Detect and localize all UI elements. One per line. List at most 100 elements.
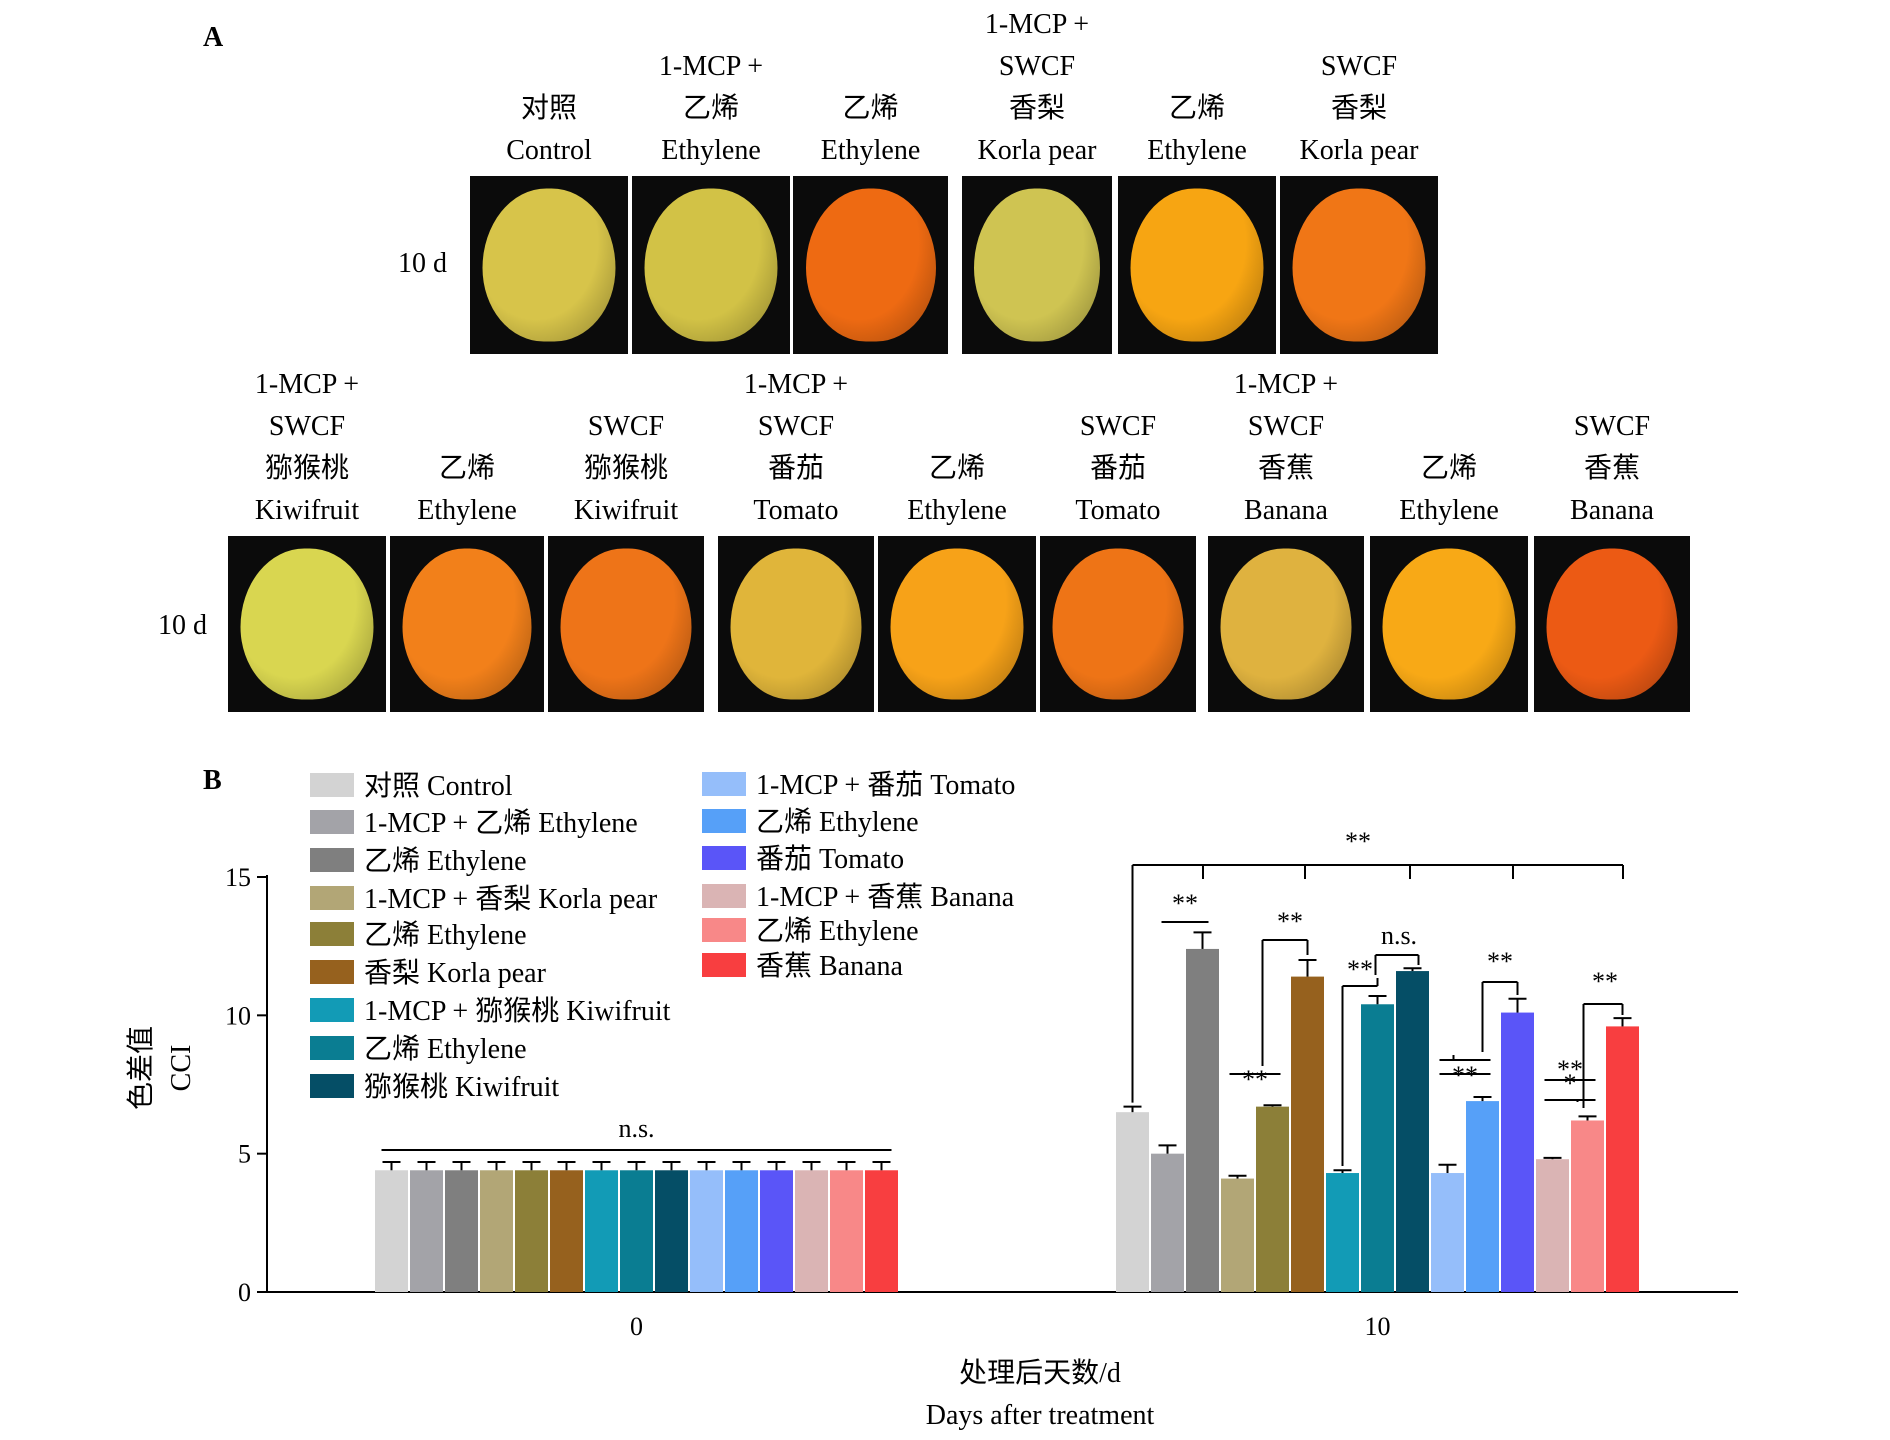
photo-label-2-7: 1-MCP + SWCF 香蕉 Banana (1188, 364, 1384, 532)
x-tick-label: 10 (1365, 1312, 1391, 1341)
legend-swatch-1-5 (310, 922, 354, 946)
fruit-photo-1-2 (632, 176, 790, 354)
panel-a-letter: A (203, 22, 224, 53)
legend-label-2-5: 乙烯 Ethylene (756, 915, 919, 947)
photo-label-line: 乙烯 (1420, 453, 1477, 484)
significance-tom-a: ** (1452, 1061, 1478, 1090)
bar-day10-9 (1396, 971, 1429, 1292)
legend-label-2-6: 香蕉 Banana (756, 950, 904, 982)
fruit-image (1220, 548, 1352, 700)
photo-label-2-1: 1-MCP + SWCF 猕猴桃 Kiwifruit (208, 364, 406, 532)
legend-swatch-2-6 (702, 953, 746, 977)
photo-label-line: 1-MCP + (658, 51, 764, 82)
legend-swatch-1-1 (310, 773, 354, 797)
photo-label-2-6: SWCF 番茄 Tomato (1020, 406, 1216, 532)
day-label-row-1: 10 d (398, 248, 447, 279)
photo-label-line: SWCF (1247, 411, 1325, 442)
legend-swatch-2-5 (702, 918, 746, 942)
photo-label-line: SWCF (1573, 411, 1651, 442)
fruit-photo-2-1 (228, 536, 386, 712)
bar-day0-4 (480, 1170, 513, 1292)
legend-swatch-2-3 (702, 846, 746, 870)
legend-label-1-2: 1-MCP + 乙烯 Ethylene (364, 807, 638, 839)
photo-label-line: 猕猴桃 (583, 453, 668, 484)
photo-label-2-9: SWCF 香蕉 Banana (1514, 406, 1710, 532)
photo-label-line: SWCF (587, 411, 665, 442)
photo-label-2-3: SWCF 猕猴桃 Kiwifruit (528, 406, 724, 532)
photo-label-line: 对照 (520, 93, 577, 124)
photo-label-1-3: 乙烯 Ethylene (773, 88, 968, 172)
photo-label-line: Ethylene (661, 135, 761, 166)
legend-label-1-7: 1-MCP + 猕猴桃 Kiwifruit (364, 995, 671, 1027)
significance-ban-c: ** (1592, 967, 1618, 996)
bar-day0-11 (725, 1170, 758, 1292)
photo-label-line: Ethylene (417, 495, 517, 526)
legend-label-2-1: 1-MCP + 番茄 Tomato (756, 769, 1015, 801)
fruit-photo-2-4 (718, 536, 874, 712)
x-tick-label: 0 (630, 1312, 643, 1341)
photo-label-line: SWCF (1079, 411, 1157, 442)
bar-day0-5 (515, 1170, 548, 1292)
bar-day0-6 (550, 1170, 583, 1292)
photo-label-line: Korla pear (1299, 135, 1419, 166)
bar-day10-3 (1186, 948, 1219, 1292)
photo-label-line: 1-MCP + (1233, 369, 1339, 400)
photo-label-line: Banana (1244, 495, 1328, 526)
legend-swatch-1-2 (310, 810, 354, 834)
fruit-image (1292, 188, 1426, 342)
photo-label-line: SWCF (268, 411, 346, 442)
bar-day0-2 (410, 1170, 443, 1292)
photo-label-2-5: 乙烯 Ethylene (858, 448, 1056, 532)
bar-day10-7 (1326, 1173, 1359, 1292)
fruit-photo-1-1 (470, 176, 628, 354)
y-tick-label: 10 (225, 1001, 251, 1030)
bar-day0-7 (585, 1170, 618, 1292)
bar-day10-12 (1501, 1012, 1534, 1292)
fruit-photo-1-5 (1118, 176, 1276, 354)
fruit-image (1382, 548, 1516, 700)
bar-day0-1 (375, 1170, 408, 1292)
bar-day10-1 (1116, 1112, 1149, 1292)
fruit-photo-1-3 (793, 176, 948, 354)
photo-label-line: 乙烯 (438, 453, 495, 484)
fruit-image (240, 548, 374, 700)
photo-label-line: Ethylene (1399, 495, 1499, 526)
bar-day0-8 (620, 1170, 653, 1292)
y-tick-label: 15 (225, 863, 251, 892)
y-axis-label: 色差值 CCI (125, 1026, 197, 1110)
significance-ban-a: * (1564, 1069, 1577, 1098)
legend-label-2-4: 1-MCP + 香蕉 Banana (756, 881, 1015, 913)
fruit-photo-2-8 (1370, 536, 1528, 712)
legend-swatch-1-3 (310, 848, 354, 872)
fruit-photo-2-7 (1208, 536, 1364, 712)
bar-day10-5 (1256, 1106, 1289, 1292)
bar-day10-13 (1536, 1159, 1569, 1292)
fruit-image (560, 548, 692, 700)
fruit-photo-2-5 (878, 536, 1036, 712)
photo-label-line: 番茄 (767, 453, 824, 484)
legend-label-2-2: 乙烯 Ethylene (756, 806, 919, 838)
bar-day10-15 (1606, 1026, 1639, 1292)
bar-day0-14 (830, 1170, 863, 1292)
bar-day10-14 (1571, 1120, 1604, 1292)
photo-label-line: Kiwifruit (254, 495, 360, 526)
fruit-image (805, 188, 936, 342)
bar-day0-9 (655, 1170, 688, 1292)
photo-label-line: 香梨 (1008, 93, 1065, 124)
photo-label-1-2: 1-MCP + 乙烯 Ethylene (612, 46, 810, 172)
legend-label-1-8: 乙烯 Ethylene (364, 1033, 527, 1065)
significance-pear-a: ** (1242, 1065, 1268, 1094)
photo-label-line: Banana (1570, 495, 1654, 526)
legend-swatch-1-8 (310, 1036, 354, 1060)
significance-kiwi-a: ** (1347, 955, 1373, 984)
legend-swatch-1-7 (310, 998, 354, 1022)
bar-day10-6 (1291, 976, 1324, 1292)
significance-tom-c: ** (1487, 947, 1513, 976)
fruit-image (730, 548, 862, 700)
fruit-photo-1-4 (962, 176, 1112, 354)
photo-label-1-5: 乙烯 Ethylene (1098, 88, 1296, 172)
legend-label-1-3: 乙烯 Ethylene (364, 845, 527, 877)
bar-day10-2 (1151, 1153, 1184, 1292)
photo-label-line: 猕猴桃 (264, 453, 349, 484)
photo-label-line: SWCF (1320, 51, 1398, 82)
